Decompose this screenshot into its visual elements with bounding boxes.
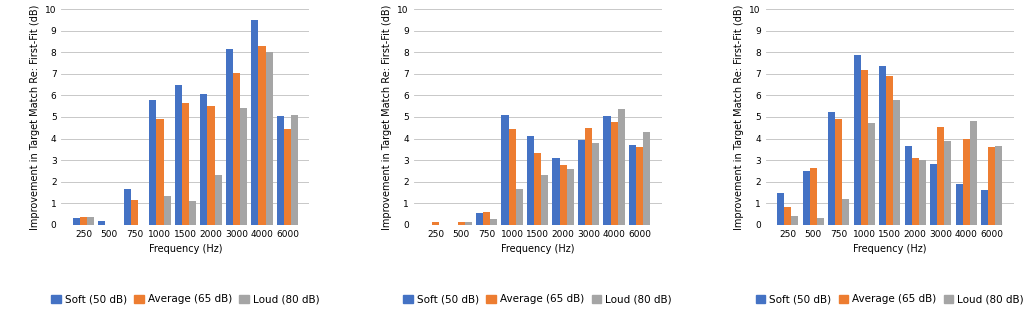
Bar	[150, 100, 157, 225]
Bar	[124, 189, 131, 225]
Bar	[904, 146, 911, 225]
Bar	[893, 100, 900, 225]
Bar	[516, 189, 523, 225]
Bar	[955, 184, 963, 225]
Bar	[578, 139, 585, 225]
Y-axis label: Improvement in Target Match Re: First-Fit (dB): Improvement in Target Match Re: First-Fi…	[382, 4, 392, 230]
Bar	[201, 95, 208, 225]
Bar	[509, 129, 516, 225]
Bar	[535, 153, 541, 225]
Bar	[777, 193, 784, 225]
Bar	[861, 70, 867, 225]
Bar	[182, 103, 189, 225]
Bar	[175, 85, 182, 225]
Bar	[817, 218, 824, 225]
Bar	[603, 116, 610, 225]
Bar	[919, 160, 926, 225]
Bar	[552, 158, 559, 225]
Bar	[944, 141, 951, 225]
Bar	[87, 217, 94, 225]
Y-axis label: Improvement in Target Match Re: First-Fit (dB): Improvement in Target Match Re: First-Fi…	[30, 4, 40, 230]
Bar	[810, 168, 817, 225]
Bar	[276, 116, 284, 225]
Bar	[930, 164, 937, 225]
Legend: Soft (50 dB), Average (65 dB), Loud (80 dB): Soft (50 dB), Average (65 dB), Loud (80 …	[403, 295, 672, 305]
Bar	[792, 217, 799, 225]
Bar	[886, 76, 893, 225]
Bar	[291, 115, 298, 225]
Bar	[784, 207, 792, 225]
Bar	[843, 199, 850, 225]
Bar	[157, 119, 164, 225]
Bar	[258, 46, 265, 225]
Bar	[240, 108, 247, 225]
Bar	[208, 106, 214, 225]
Y-axis label: Improvement in Target Match Re: First-Fit (dB): Improvement in Target Match Re: First-Fi…	[734, 4, 743, 230]
Bar	[251, 20, 258, 225]
Bar	[490, 219, 498, 225]
Bar	[131, 200, 138, 225]
Bar	[566, 169, 573, 225]
Bar	[995, 146, 1002, 225]
Bar	[963, 139, 970, 225]
Bar	[629, 145, 636, 225]
Bar	[970, 121, 977, 225]
Bar	[214, 175, 221, 225]
Bar	[592, 143, 599, 225]
Bar	[80, 217, 87, 225]
Bar	[643, 132, 650, 225]
Legend: Soft (50 dB), Average (65 dB), Loud (80 dB): Soft (50 dB), Average (65 dB), Loud (80 …	[51, 295, 319, 305]
X-axis label: Frequency (Hz): Frequency (Hz)	[148, 244, 222, 254]
Bar	[189, 201, 197, 225]
Bar	[981, 190, 988, 225]
Bar	[465, 222, 472, 225]
Bar	[541, 175, 548, 225]
Bar	[502, 115, 509, 225]
Bar	[559, 165, 566, 225]
Bar	[164, 196, 171, 225]
Bar	[458, 222, 465, 225]
Bar	[937, 127, 944, 225]
Bar	[232, 73, 240, 225]
Bar	[527, 136, 535, 225]
X-axis label: Frequency (Hz): Frequency (Hz)	[501, 244, 574, 254]
Legend: Soft (50 dB), Average (65 dB), Loud (80 dB): Soft (50 dB), Average (65 dB), Loud (80 …	[756, 295, 1024, 305]
X-axis label: Frequency (Hz): Frequency (Hz)	[853, 244, 927, 254]
Bar	[803, 171, 810, 225]
Bar	[617, 110, 625, 225]
Bar	[483, 212, 490, 225]
Bar	[432, 222, 439, 225]
Bar	[98, 222, 105, 225]
Bar	[854, 55, 861, 225]
Bar	[988, 147, 995, 225]
Bar	[265, 52, 272, 225]
Bar	[476, 213, 483, 225]
Bar	[225, 49, 232, 225]
Bar	[867, 124, 874, 225]
Bar	[836, 119, 843, 225]
Bar	[636, 147, 643, 225]
Bar	[585, 128, 592, 225]
Bar	[828, 112, 836, 225]
Bar	[879, 66, 886, 225]
Bar	[911, 158, 919, 225]
Bar	[284, 129, 291, 225]
Bar	[73, 218, 80, 225]
Bar	[610, 122, 617, 225]
